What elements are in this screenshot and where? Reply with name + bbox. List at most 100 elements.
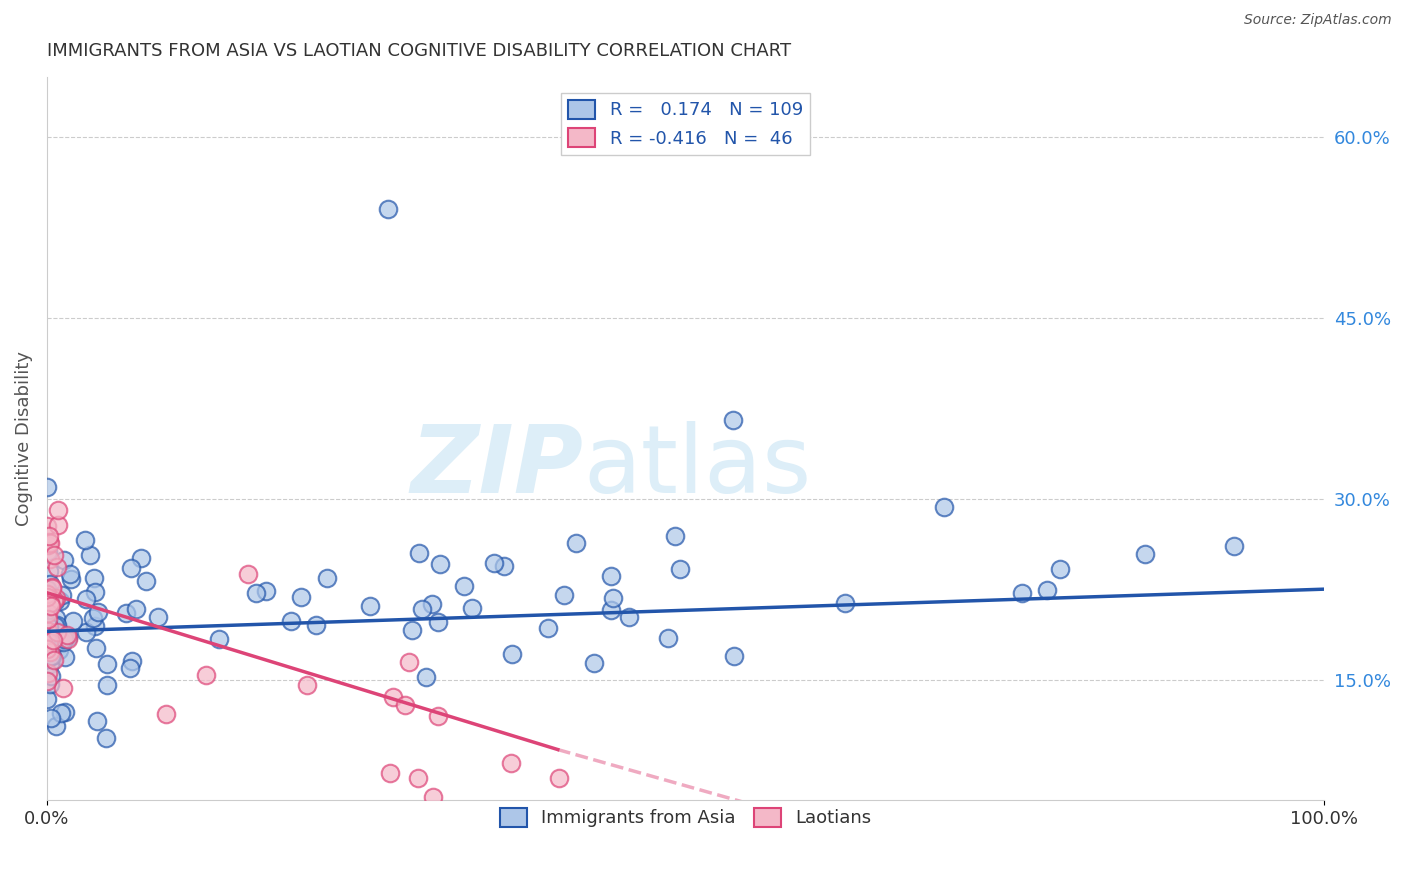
Point (53, 630, 76, 644)
Point (96, 678, 118, 692)
Point (42, 632, 65, 647)
Point (42, 548, 65, 562)
Point (79, 548, 101, 562)
Point (73, 533, 96, 547)
Point (120, 561, 142, 575)
Point (38, 577, 60, 591)
Point (37, 599, 59, 614)
Point (1223, 539, 1246, 553)
Point (236, 566, 259, 581)
Point (42, 653, 65, 667)
Point (315, 571, 337, 585)
Point (45, 611, 67, 625)
Point (49, 633, 72, 648)
Point (564, 536, 586, 550)
Point (37, 666, 59, 681)
Point (41, 653, 63, 667)
Point (39, 632, 62, 647)
Text: IMMIGRANTS FROM ASIA VS LAOTIAN COGNITIVE DISABILITY CORRELATION CHART: IMMIGRANTS FROM ASIA VS LAOTIAN COGNITIV… (46, 42, 792, 60)
Point (53, 650, 76, 665)
Point (482, 556, 505, 570)
Point (87, 605, 110, 619)
Point (492, 559, 515, 574)
Point (245, 585, 267, 599)
Point (39, 535, 62, 549)
Point (38, 648, 60, 663)
Point (41, 648, 63, 663)
Point (38, 534, 60, 549)
Point (48, 643, 70, 657)
Point (86, 714, 108, 728)
Point (38, 565, 60, 579)
Point (1011, 586, 1033, 600)
Point (359, 599, 381, 614)
Point (37, 538, 59, 552)
Point (38, 620, 60, 634)
Point (58, 567, 80, 582)
Point (37, 544, 59, 558)
Point (1035, 583, 1057, 598)
Point (721, 413, 744, 427)
Point (427, 709, 450, 723)
Point (58, 630, 80, 644)
Point (280, 614, 302, 628)
Point (52, 632, 75, 647)
Point (39, 599, 62, 613)
Point (83, 571, 105, 585)
Point (932, 500, 955, 515)
Point (35, 587, 58, 601)
Point (55, 706, 77, 720)
Point (148, 610, 170, 624)
Point (394, 698, 416, 712)
Point (411, 602, 433, 616)
Point (135, 574, 157, 589)
Point (415, 670, 437, 684)
Point (96, 731, 118, 745)
Point (657, 631, 679, 645)
Point (83, 584, 105, 599)
Point (429, 558, 451, 572)
Point (398, 655, 420, 669)
Point (53, 553, 76, 567)
Point (195, 667, 218, 681)
Point (37, 590, 59, 604)
Point (420, 597, 443, 611)
Point (37, 612, 59, 626)
Point (408, 546, 430, 560)
Point (75, 591, 97, 606)
Point (35, 641, 58, 656)
Legend: Immigrants from Asia, Laotians: Immigrants from Asia, Laotians (492, 801, 879, 835)
Point (52, 681, 75, 695)
Point (44, 593, 66, 607)
Point (377, 202, 399, 217)
Point (84, 640, 107, 655)
Point (602, 591, 624, 605)
Point (1133, 547, 1156, 561)
Text: ZIP: ZIP (411, 421, 583, 514)
Point (39, 591, 62, 606)
Point (37, 599, 59, 613)
Point (35, 480, 58, 494)
Point (129, 550, 152, 565)
Point (41, 711, 63, 725)
Point (501, 647, 523, 661)
Point (254, 584, 277, 599)
Point (619, 610, 641, 624)
Point (84, 619, 107, 633)
Point (499, 756, 522, 770)
Point (41, 591, 63, 605)
Point (664, 529, 686, 543)
Point (37, 624, 59, 638)
Point (553, 588, 575, 602)
Point (155, 706, 177, 721)
Point (52, 634, 75, 648)
Point (38, 677, 60, 691)
Point (44, 630, 66, 644)
Point (600, 603, 623, 617)
Point (290, 591, 312, 605)
Point (548, 772, 571, 786)
Point (38, 635, 60, 649)
Point (582, 657, 605, 671)
Point (408, 771, 430, 785)
Point (39, 668, 62, 682)
